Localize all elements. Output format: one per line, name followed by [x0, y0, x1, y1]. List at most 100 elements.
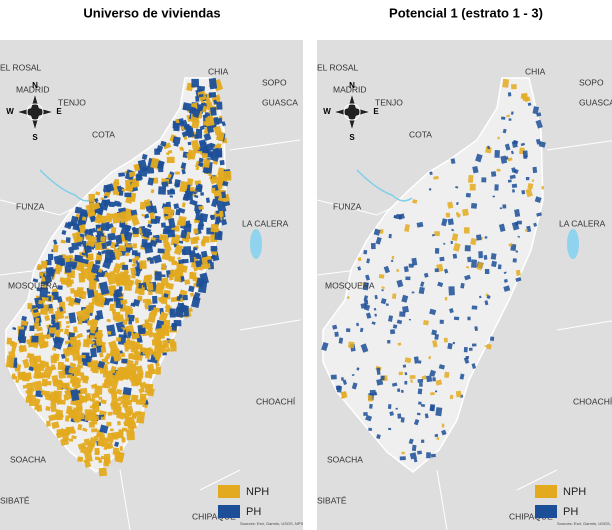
place-label: TENJO: [58, 97, 86, 107]
housing-block: [124, 224, 132, 232]
housing-block: [380, 298, 387, 305]
housing-block: [421, 375, 427, 381]
housing-block: [89, 335, 95, 339]
housing-block: [165, 152, 170, 156]
housing-block: [110, 386, 117, 394]
housing-block: [380, 375, 385, 381]
housing-block: [387, 404, 392, 410]
housing-block: [392, 293, 397, 299]
housing-block: [469, 183, 476, 191]
housing-block: [118, 275, 126, 286]
housing-block: [65, 296, 72, 302]
housing-block: [100, 398, 107, 405]
housing-block: [205, 197, 210, 203]
housing-block: [177, 256, 181, 260]
housing-block: [179, 180, 189, 193]
housing-block: [58, 370, 66, 379]
housing-block: [510, 150, 514, 155]
housing-block: [66, 325, 70, 329]
housing-block: [44, 361, 50, 368]
housing-block: [411, 291, 415, 294]
housing-block: [409, 375, 416, 379]
housing-block: [465, 192, 471, 198]
housing-block: [89, 273, 96, 280]
housing-block: [154, 355, 160, 361]
housing-block: [152, 254, 163, 264]
housing-block: [50, 402, 57, 413]
housing-block: [144, 321, 153, 330]
housing-block: [426, 375, 433, 383]
housing-block: [417, 378, 424, 383]
housing-block: [166, 156, 175, 164]
housing-block: [161, 274, 166, 278]
housing-block: [124, 240, 128, 245]
housing-block: [107, 331, 112, 335]
place-label: CHIA: [208, 66, 229, 76]
housing-block: [444, 371, 450, 378]
housing-block: [103, 199, 111, 207]
housing-block: [91, 428, 98, 433]
housing-block: [100, 236, 106, 242]
housing-block: [463, 346, 468, 353]
housing-block: [209, 142, 216, 148]
housing-block: [83, 450, 93, 463]
housing-block: [397, 342, 402, 346]
housing-block: [452, 242, 461, 252]
housing-block: [105, 212, 114, 223]
housing-block: [468, 174, 474, 183]
housing-block: [450, 158, 456, 164]
housing-block: [95, 292, 103, 300]
housing-block: [432, 340, 438, 348]
housing-block: [135, 399, 143, 405]
housing-block: [79, 387, 88, 395]
housing-block: [455, 390, 462, 398]
housing-block: [92, 365, 99, 374]
housing-block: [18, 329, 26, 337]
housing-block: [471, 305, 478, 310]
housing-block: [45, 333, 52, 340]
housing-block: [9, 341, 18, 348]
housing-block: [199, 125, 205, 131]
compass-letter: S: [349, 133, 355, 142]
housing-block: [181, 169, 186, 175]
housing-block: [117, 366, 126, 379]
housing-block: [94, 213, 103, 224]
housing-block: [181, 248, 187, 253]
housing-block: [365, 312, 372, 319]
housing-block: [110, 428, 114, 432]
housing-block: [502, 78, 510, 88]
map-body: EL ROSAL MADRID TENJO CHIA SOPO GUASCA COTA FUN…: [0, 40, 303, 530]
housing-block: [491, 260, 497, 268]
housing-block: [128, 339, 135, 345]
housing-block: [194, 134, 199, 139]
housing-block: [444, 297, 448, 301]
housing-block: [376, 434, 381, 440]
place-label: FUNZA: [333, 201, 362, 211]
housing-block: [435, 379, 443, 386]
housing-block: [420, 403, 426, 408]
housing-block: [124, 252, 130, 257]
housing-block: [65, 237, 71, 244]
housing-block: [69, 215, 79, 227]
map-title: Potencial 1 (estrato 1 - 3): [389, 5, 543, 20]
housing-block: [447, 342, 453, 350]
place-label: CHIA: [525, 66, 546, 76]
housing-block: [131, 332, 140, 340]
housing-block: [356, 367, 360, 371]
housing-block: [503, 278, 508, 283]
housing-block: [28, 394, 37, 407]
housing-block: [86, 329, 91, 333]
housing-block: [64, 315, 69, 319]
housing-block: [30, 307, 41, 318]
housing-block: [72, 407, 78, 413]
housing-block: [195, 277, 205, 288]
housing-block: [68, 246, 75, 254]
housing-block: [456, 213, 461, 218]
housing-block: [89, 347, 98, 358]
housing-block: [515, 276, 522, 283]
housing-block: [219, 159, 225, 166]
housing-block: [134, 165, 141, 171]
housing-block: [413, 457, 418, 463]
housing-block: [512, 189, 515, 193]
housing-block: [17, 335, 27, 344]
